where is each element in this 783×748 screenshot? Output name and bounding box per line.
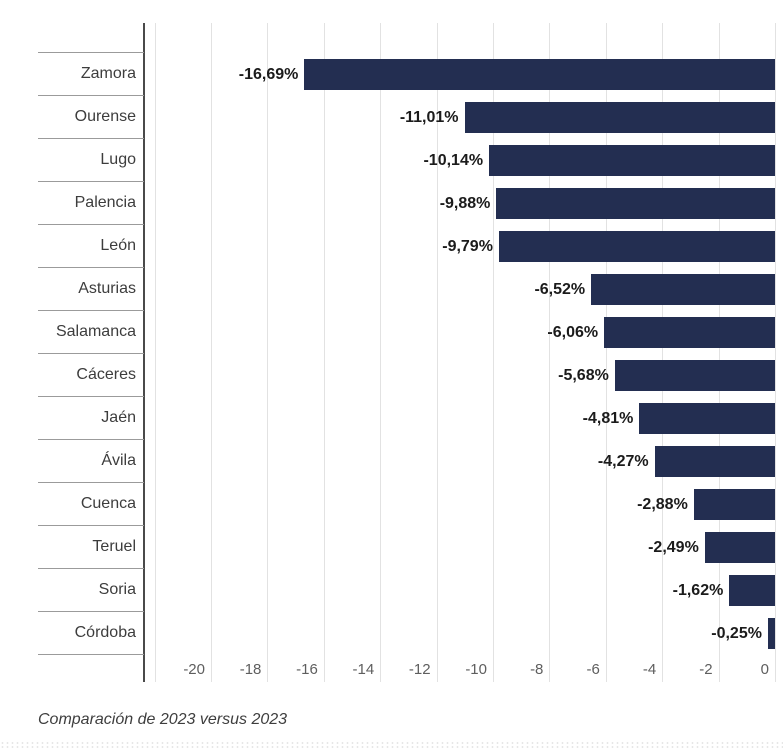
x-tick-label: -2 xyxy=(699,661,713,678)
value-label: -6,52% xyxy=(534,280,586,298)
value-label: -4,81% xyxy=(582,409,634,427)
x-tick-label: -8 xyxy=(530,661,544,678)
row-separator xyxy=(38,525,144,526)
gridline xyxy=(493,23,494,682)
bar xyxy=(304,58,775,90)
row-separator xyxy=(38,396,144,397)
category-label: Ávila xyxy=(101,452,136,469)
category-label: Soria xyxy=(98,581,136,598)
bar xyxy=(489,144,775,176)
bar xyxy=(464,101,775,133)
category-label: Cuenca xyxy=(80,495,136,512)
x-tick-label: -16 xyxy=(296,661,318,678)
bar xyxy=(704,531,775,563)
row-separator xyxy=(38,310,144,311)
bottom-dotted-divider xyxy=(0,740,783,748)
value-label: -4,27% xyxy=(597,452,649,470)
category-axis-line xyxy=(143,23,145,682)
value-label: -6,06% xyxy=(547,323,599,341)
category-label: Palencia xyxy=(74,194,136,211)
bar xyxy=(693,488,775,520)
row-separator xyxy=(38,482,144,483)
row-separator xyxy=(38,611,144,612)
value-label: -11,01% xyxy=(399,108,459,126)
category-label: Teruel xyxy=(92,538,136,555)
category-label: Lugo xyxy=(100,151,136,168)
x-tick-label: -14 xyxy=(352,661,375,678)
category-label: Cáceres xyxy=(76,366,136,383)
x-tick-label: -18 xyxy=(239,661,262,678)
bar xyxy=(729,574,775,606)
value-label: -10,14% xyxy=(423,151,484,169)
bar xyxy=(654,445,775,477)
row-separator xyxy=(38,654,144,655)
value-label: -2,88% xyxy=(637,495,688,513)
category-label: Salamanca xyxy=(55,323,136,340)
bar xyxy=(614,359,775,391)
gridline xyxy=(154,23,156,682)
gridline xyxy=(605,23,607,682)
value-label: -5,68% xyxy=(558,366,609,384)
category-label: Córdoba xyxy=(74,624,136,641)
category-label: Asturias xyxy=(78,280,136,297)
gridline xyxy=(323,23,325,682)
gridline xyxy=(211,23,212,682)
gridline xyxy=(718,23,720,682)
gridline xyxy=(662,23,664,682)
row-separator xyxy=(38,95,144,96)
bar xyxy=(498,230,775,262)
row-separator xyxy=(38,224,144,225)
value-label: -1,62% xyxy=(672,581,724,599)
value-label: -9,88% xyxy=(439,194,491,212)
category-label: León xyxy=(100,237,136,254)
x-tick-label: -10 xyxy=(465,661,487,678)
row-separator xyxy=(38,181,144,182)
value-label: -16,69% xyxy=(238,65,299,83)
row-separator xyxy=(38,568,144,569)
gridline xyxy=(775,23,776,682)
category-label: Zamora xyxy=(80,65,136,82)
value-label: -9,79% xyxy=(442,237,493,255)
chart-footnote: Comparación de 2023 versus 2023 xyxy=(38,711,288,728)
row-separator xyxy=(38,52,144,53)
x-tick-label: -12 xyxy=(408,661,431,678)
row-separator xyxy=(38,267,144,268)
gridline xyxy=(380,23,382,682)
x-tick-label: -6 xyxy=(586,661,600,678)
x-tick-label: -4 xyxy=(642,661,657,678)
bar xyxy=(604,316,775,348)
value-label: -2,49% xyxy=(648,538,699,556)
row-separator xyxy=(38,439,144,440)
bar xyxy=(639,402,775,434)
category-label: Ourense xyxy=(74,108,136,125)
gridline xyxy=(436,23,438,682)
value-label: -0,25% xyxy=(711,624,762,642)
gridline xyxy=(549,23,551,682)
bar xyxy=(591,273,775,305)
bar xyxy=(767,617,775,649)
row-separator xyxy=(38,353,144,354)
x-tick-label: -20 xyxy=(183,661,205,678)
row-separator xyxy=(38,138,144,139)
x-tick-label: 0 xyxy=(760,661,769,678)
bar xyxy=(496,187,775,219)
gridline xyxy=(267,23,269,682)
category-label: Jaén xyxy=(101,409,136,426)
